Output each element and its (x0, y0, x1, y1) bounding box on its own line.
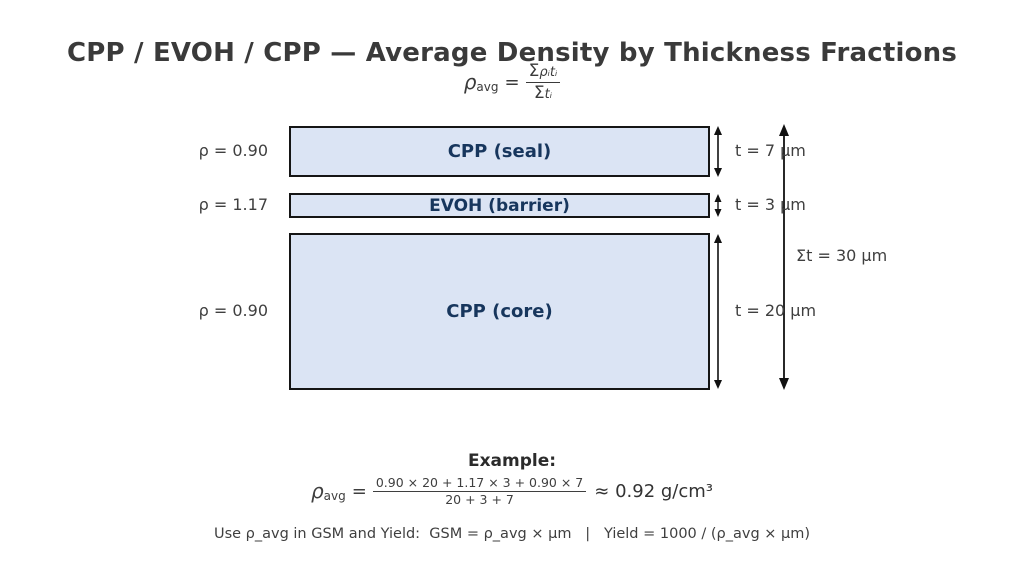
formula-numerator: Σρᵢtᵢ (525, 61, 561, 83)
thickness-label-core: t = 20 μm (735, 301, 817, 320)
example-formula: ρ avg = 0.90 × 20 + 1.17 × 3 + 0.90 × 7 2… (0, 476, 1024, 507)
formula-denominator: Σtᵢ (531, 83, 555, 103)
density-label-seal: ρ = 0.90 (198, 141, 268, 160)
example-result: ≈ 0.92 g/cm³ (594, 480, 714, 502)
sigma-symbol: Σ (533, 82, 545, 103)
equals-sign: = (351, 480, 367, 502)
thickness-arrow-seal-icon (714, 126, 722, 177)
thickness-arrow-barrier-icon (714, 194, 722, 217)
example-numerator: 0.90 × 20 + 1.17 × 3 + 0.90 × 7 (372, 476, 587, 492)
layer-label: EVOH (barrier) (429, 195, 570, 216)
layer-evoh-barrier: EVOH (barrier) (289, 193, 710, 218)
rho-symbol: ρ (463, 70, 477, 95)
density-label-barrier: ρ = 1.17 (198, 195, 268, 214)
layer-label: CPP (seal) (447, 141, 552, 162)
footnote: Use ρ_avg in GSM and Yield: GSM = ρ_avg … (213, 526, 811, 542)
thickness-label-barrier: t = 3 μm (735, 195, 806, 214)
example-denominator: 20 + 3 + 7 (445, 491, 514, 507)
rho-subscript: avg (476, 80, 499, 95)
formula-fraction: Σρᵢtᵢ Σtᵢ (525, 61, 561, 103)
denominator-terms: tᵢ (544, 86, 553, 102)
density-label-core: ρ = 0.90 (198, 301, 268, 320)
total-thickness-label: Σt = 30 μm (796, 246, 888, 265)
thickness-arrow-core-icon (714, 234, 722, 389)
example-heading: Example: (467, 451, 557, 471)
equals-sign: = (504, 71, 520, 93)
page-title: CPP / EVOH / CPP — Average Density by Th… (66, 38, 958, 68)
avg-density-formula: ρ avg = Σρᵢtᵢ Σtᵢ (0, 62, 1024, 102)
layer-label: CPP (core) (446, 301, 553, 322)
rho-subscript: avg (323, 489, 346, 504)
numerator-terms: ρᵢtᵢ (539, 65, 558, 80)
sigma-symbol: Σ (528, 61, 540, 81)
rho-symbol: ρ (310, 479, 324, 504)
thickness-label-seal: t = 7 μm (735, 141, 806, 160)
example-fraction: 0.90 × 20 + 1.17 × 3 + 0.90 × 7 20 + 3 +… (372, 476, 587, 507)
total-thickness-arrow-icon (779, 124, 789, 390)
layer-cpp-core: CPP (core) (289, 233, 710, 390)
layer-cpp-seal: CPP (seal) (289, 126, 710, 177)
example-section: Example: ρ avg = 0.90 × 20 + 1.17 × 3 + 0… (0, 451, 1024, 507)
